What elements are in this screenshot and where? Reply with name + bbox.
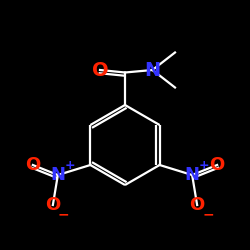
Text: N: N [144,60,160,80]
Text: N: N [50,166,65,184]
Text: N: N [185,166,200,184]
Text: O: O [45,196,60,214]
Text: +: + [199,159,209,172]
Text: O: O [190,196,205,214]
Text: O: O [92,60,108,80]
Text: −: − [202,207,214,221]
Text: −: − [58,207,70,221]
Text: O: O [25,156,40,174]
Text: +: + [64,159,75,172]
Text: O: O [210,156,225,174]
